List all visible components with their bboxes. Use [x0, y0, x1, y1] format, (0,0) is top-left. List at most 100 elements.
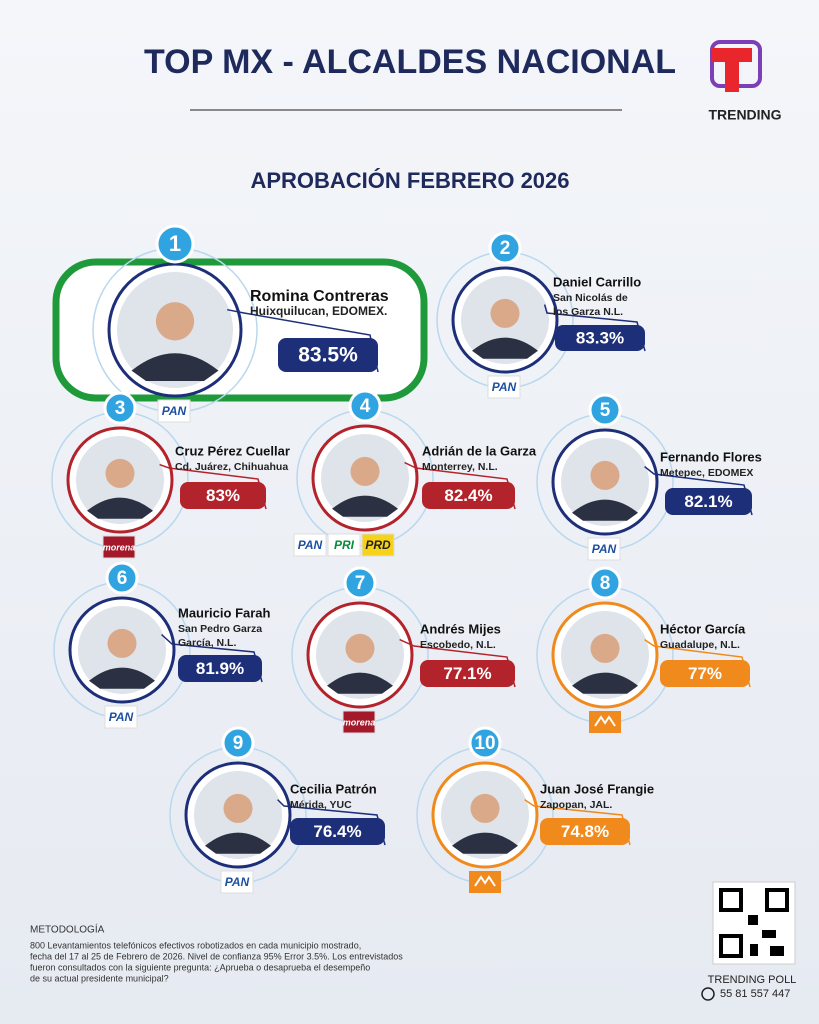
photo-head [107, 628, 137, 658]
methodology-line: de su actual presidente municipal? [30, 973, 169, 983]
rank: 5 [600, 400, 611, 421]
approval: 83% [206, 486, 240, 505]
approval: 76.4% [313, 822, 361, 841]
photo-head [105, 458, 135, 488]
party-logo [587, 537, 621, 561]
photo-body [332, 495, 398, 517]
footer-phone: 55 81 557 447 [720, 988, 790, 1000]
photo-body [87, 497, 153, 519]
party-name: morena [343, 717, 376, 727]
party-name: PRI [334, 538, 355, 552]
entry-card: 5 Fernando Flores Metepec, EDOMEX 82.1% PAN [536, 393, 762, 561]
location: San Pedro Garza [178, 623, 262, 635]
rank: 6 [117, 568, 128, 589]
location: Escobedo, N.L. [420, 639, 496, 651]
logo-text: TRENDING [708, 107, 781, 123]
location: Zapopan, JAL. [540, 799, 612, 811]
approval: 82.1% [684, 492, 732, 511]
rank-badge [488, 231, 522, 265]
approval-pill [178, 655, 262, 682]
photo-head [490, 298, 520, 328]
logo: TRENDING [708, 40, 782, 123]
rank: 2 [500, 238, 511, 259]
approval: 81.9% [196, 659, 244, 678]
photo-body [89, 667, 155, 689]
rank: 8 [600, 573, 611, 594]
approval: 74.8% [561, 822, 609, 841]
name: Romina Contreras [250, 288, 389, 305]
entry-card: 7 Andrés Mijes Escobedo, N.L. 77.1% morena [291, 566, 516, 734]
name: Cecilia Patrón [290, 781, 377, 796]
party-name: morena [103, 542, 136, 552]
approval-pill [290, 818, 385, 845]
approval-pill [422, 482, 515, 509]
location: Cd. Juárez, Chihuahua [175, 461, 288, 473]
entry-card: 4 Adrián de la Garza Monterrey, N.L. 82.4% P… [293, 389, 537, 557]
rank: 3 [115, 398, 126, 419]
rank: 4 [360, 396, 371, 417]
name: Héctor García [660, 621, 746, 636]
photo-head [155, 302, 195, 341]
footer-brand: TRENDING POLL [708, 974, 797, 986]
rank: 7 [355, 573, 366, 594]
approval-pill [180, 482, 266, 509]
rank-badge [221, 726, 255, 760]
photo-body [131, 353, 219, 382]
rank-badge [343, 566, 377, 600]
methodology-line: fueron consultados con la siguiente preg… [30, 962, 370, 972]
party-logo [487, 375, 521, 399]
qr-code [712, 881, 796, 965]
name: Daniel Carrillo [553, 274, 641, 289]
entry-card: 3 Cruz Pérez Cuellar Cd. Juárez, Chihuahua… [51, 391, 290, 559]
photo-body [472, 337, 538, 359]
methodology-line: fecha del 17 al 25 de Febrero de 2026. N… [30, 951, 403, 961]
name: Cruz Pérez Cuellar [175, 443, 290, 458]
party-logo [342, 710, 376, 734]
photo-head [345, 633, 375, 663]
photo-head [350, 456, 380, 486]
party-name: PAN [109, 710, 134, 724]
photo-body [327, 672, 393, 694]
rank-badge [588, 566, 622, 600]
party-name: PAN [225, 875, 250, 889]
subtitle: APROBACIÓN FEBRERO 2026 [250, 168, 569, 193]
name: Juan José Frangie [540, 781, 654, 796]
approval-pill [278, 338, 378, 372]
approval-pill [420, 660, 515, 687]
party-logo [293, 533, 327, 557]
location: García, N.L. [178, 637, 236, 649]
entry-card: 9 Cecilia Patrón Mérida, YUC 76.4% PAN [169, 726, 386, 894]
rank-badge [103, 391, 137, 425]
methodology: METODOLOGÍA 800 Levantamientos telefónic… [30, 923, 403, 984]
rank-badge [348, 389, 382, 423]
photo-body [205, 832, 271, 854]
party-logo [220, 870, 254, 894]
photo-body [572, 672, 638, 694]
approval: 83.3% [576, 328, 624, 347]
party-logo [327, 533, 361, 557]
party-name: PAN [298, 538, 323, 552]
rank-badge [105, 561, 139, 595]
party-name: PAN [592, 542, 617, 556]
rank-badge [155, 224, 195, 264]
rank-badge [468, 726, 502, 760]
title: TOP MX - ALCALDES NACIONAL [144, 43, 676, 81]
photo-body [572, 499, 638, 521]
name: Adrián de la Garza [422, 443, 537, 458]
photo-head [590, 460, 620, 490]
location: Monterrey, N.L. [422, 461, 498, 473]
approval: 77.1% [443, 664, 491, 683]
approval: 82.4% [444, 486, 492, 505]
whatsapp-icon [701, 987, 715, 1001]
photo-head [223, 793, 253, 823]
party-name: PAN [492, 380, 517, 394]
name: Fernando Flores [660, 449, 762, 464]
location: los Garza N.L. [553, 306, 623, 318]
approval-pill [660, 660, 750, 687]
methodology-heading: METODOLOGÍA [30, 923, 105, 936]
approval-pill [540, 818, 630, 845]
